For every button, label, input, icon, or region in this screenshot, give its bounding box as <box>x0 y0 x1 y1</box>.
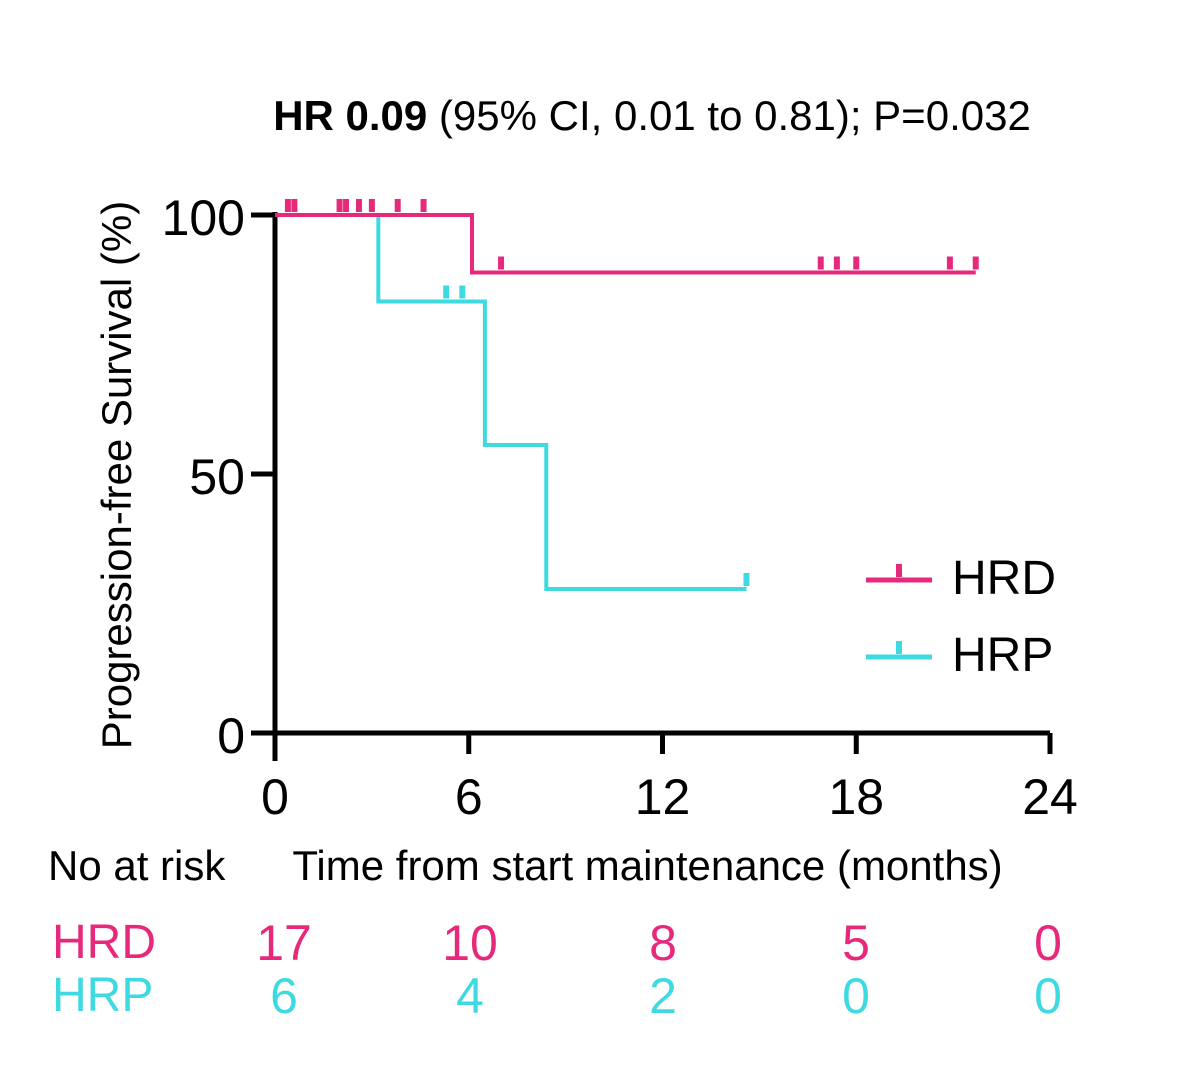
x-tick-label: 12 <box>635 769 691 825</box>
risk-cell-hrp-6: 4 <box>456 968 484 1024</box>
risk-cell-hrp-0: 6 <box>270 968 298 1024</box>
risk-cell-hrd-0: 17 <box>256 915 312 971</box>
risk-cell-hrp-12: 2 <box>649 968 677 1024</box>
risk-cell-hrd-18: 5 <box>842 915 870 971</box>
risk-cell-hrp-24: 0 <box>1034 968 1062 1024</box>
y-tick-label: 0 <box>217 708 245 764</box>
hrp-survival-curve <box>275 213 747 591</box>
chart-title-hr: HR 0.09 <box>273 92 428 139</box>
risk-table-header: No at risk <box>48 842 226 889</box>
y-tick-label: 100 <box>162 190 245 246</box>
risk-cell-hrp-18: 0 <box>842 968 870 1024</box>
hrd-survival-curve <box>275 213 976 275</box>
risk-row-label-hrd: HRD <box>52 916 156 969</box>
legend-label-hrd: HRD <box>952 552 1056 605</box>
x-tick-label: 6 <box>455 769 483 825</box>
risk-row-label-hrp: HRP <box>52 969 154 1022</box>
risk-cell-hrd-6: 10 <box>442 915 498 971</box>
x-tick-label: 24 <box>1022 769 1078 825</box>
chart-title-ci: (95% CI, 0.01 to 0.81); P=0.032 <box>427 92 1031 139</box>
risk-cell-hrd-12: 8 <box>649 915 677 971</box>
y-tick-label: 50 <box>189 449 245 505</box>
legend-label-hrp: HRP <box>952 629 1054 682</box>
chart-title: HR 0.09 (95% CI, 0.01 to 0.81); P=0.032 <box>228 90 1076 142</box>
x-tick-label: 0 <box>261 769 289 825</box>
x-tick-label: 18 <box>828 769 884 825</box>
x-axis-title: Time from start maintenance (months) <box>292 842 1003 889</box>
risk-cell-hrd-24: 0 <box>1034 915 1062 971</box>
